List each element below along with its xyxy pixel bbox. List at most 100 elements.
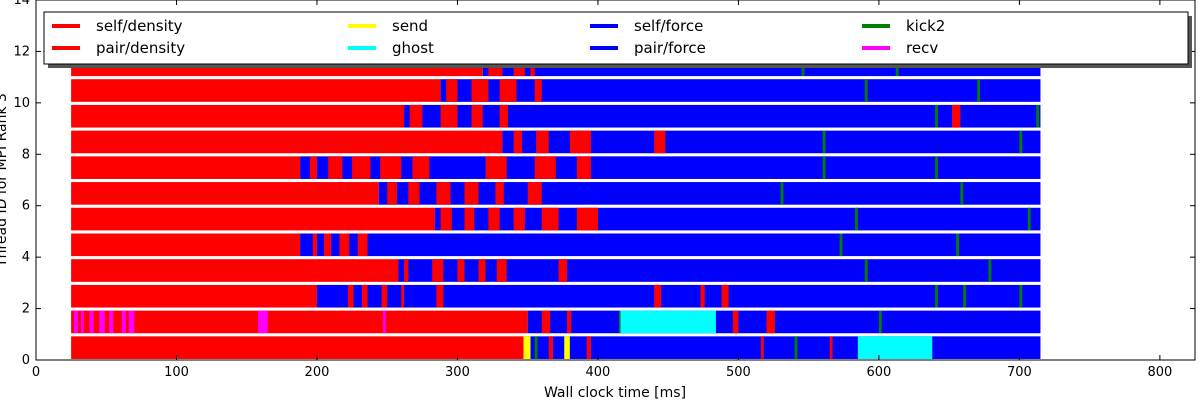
bar-density-fragment: [760, 336, 764, 359]
bar-density-thread-2: [71, 284, 317, 308]
bar-ghost: [620, 310, 716, 334]
bar-force-thread-0: [524, 336, 1041, 359]
bar-ghost: [857, 336, 933, 359]
x-axis-label: Wall clock time [ms]: [544, 385, 686, 400]
bar-density-fragment: [534, 156, 556, 179]
x-tick-label: 100: [164, 365, 189, 380]
bar-density-fragment: [323, 233, 332, 257]
bar-density-fragment: [495, 182, 504, 205]
bar-density-fragment: [527, 182, 542, 205]
bar-density-fragment: [576, 156, 591, 179]
bar-density-thread-0: [71, 336, 525, 359]
bar-recv: [257, 310, 268, 334]
bar-density-thread-5: [71, 207, 435, 231]
bar-kick2: [780, 182, 784, 205]
bar-density-fragment: [347, 284, 354, 308]
y-tick-label: 2: [22, 302, 30, 317]
bar-density-fragment: [432, 259, 444, 282]
bar-density-fragment: [381, 284, 388, 308]
x-tick-label: 600: [866, 365, 891, 380]
bar-density-fragment: [586, 336, 591, 359]
bar-density-fragment: [436, 284, 444, 308]
bar-kick2: [878, 310, 882, 334]
bar-density-fragment: [471, 104, 483, 128]
bar-kick2: [977, 79, 981, 102]
bar-density-fragment: [457, 259, 465, 282]
bar-density-fragment: [654, 130, 666, 154]
legend-label: ghost: [392, 39, 434, 57]
bar-kick2: [534, 336, 538, 359]
bar-force-thread-4: [300, 233, 1041, 257]
bar-density-fragment: [558, 259, 568, 282]
bar-kick2: [864, 259, 868, 282]
bar-density-fragment: [446, 79, 458, 102]
bar-density-fragment: [404, 259, 409, 282]
bar-density-fragment: [536, 130, 549, 154]
bar-density-fragment: [464, 182, 479, 205]
bar-recv: [99, 310, 105, 334]
bar-density-fragment: [387, 182, 398, 205]
bar-density-fragment: [513, 130, 523, 154]
y-tick-label: 14: [13, 0, 30, 8]
bar-recv: [128, 310, 135, 334]
legend-label: send: [392, 17, 428, 35]
bar-recv: [109, 310, 114, 334]
bar-kick2: [935, 284, 938, 308]
bar-density-fragment: [488, 207, 500, 231]
bar-density-fragment: [654, 284, 662, 308]
bar-density-fragment: [541, 310, 551, 334]
bar-kick2: [963, 284, 967, 308]
bar-density-fragment: [328, 156, 343, 179]
bar-kick2: [822, 130, 826, 154]
bar-kick2: [935, 104, 938, 128]
bar-kick2: [1027, 207, 1031, 231]
bar-force-thread-2: [316, 284, 1041, 308]
bar-send: [564, 336, 570, 359]
bar-kick2: [794, 336, 798, 359]
bar-density-fragment: [471, 79, 489, 102]
bar-kick2: [1019, 130, 1023, 154]
bar-send: [523, 336, 531, 359]
legend-label: self/force: [634, 17, 703, 35]
bar-density-fragment: [951, 104, 961, 128]
bar-density-thread-3: [71, 259, 399, 282]
bar-kick2: [960, 182, 964, 205]
y-tick-label: 0: [22, 353, 30, 368]
bar-force-thread-8: [502, 130, 1041, 154]
bar-density-fragment: [548, 336, 553, 359]
x-tick-label: 0: [32, 365, 40, 380]
bar-density-fragment: [412, 156, 430, 179]
bar-density-fragment: [485, 156, 507, 179]
bar-density-fragment: [499, 79, 517, 102]
bar-density-fragment: [352, 156, 371, 179]
bar-density-fragment: [312, 233, 317, 257]
bar-density-fragment: [496, 259, 507, 282]
x-tick-label: 500: [726, 365, 751, 380]
bar-density-fragment: [408, 182, 420, 205]
bar-kick2: [864, 79, 868, 102]
bar-density-thread-9: [71, 104, 405, 128]
bar-density-fragment: [309, 156, 317, 179]
bar-force-thread-1: [527, 310, 1041, 334]
bar-density-fragment: [464, 207, 475, 231]
x-tick-label: 200: [305, 365, 330, 380]
bar-density-fragment: [766, 310, 775, 334]
bar-density-thread-10: [71, 79, 441, 102]
y-axis-label: Thread ID for MPI Rank 3: [0, 93, 10, 268]
bar-density-fragment: [569, 130, 591, 154]
bar-kick2: [619, 310, 621, 334]
bar-recv: [80, 310, 84, 334]
legend-label: self/density: [96, 17, 183, 35]
legend-label: recv: [906, 39, 938, 57]
bar-density-fragment: [513, 207, 525, 231]
bar-density-fragment: [440, 207, 452, 231]
bar-density-thread-4: [71, 233, 301, 257]
legend-label: pair/density: [96, 39, 185, 57]
bar-density-fragment: [534, 79, 542, 102]
plot-frame: [35, 0, 1196, 361]
x-tick-label: 800: [1147, 365, 1172, 380]
bar-density-fragment: [478, 259, 486, 282]
bar-kick2: [956, 233, 959, 257]
bar-density-fragment: [409, 104, 423, 128]
